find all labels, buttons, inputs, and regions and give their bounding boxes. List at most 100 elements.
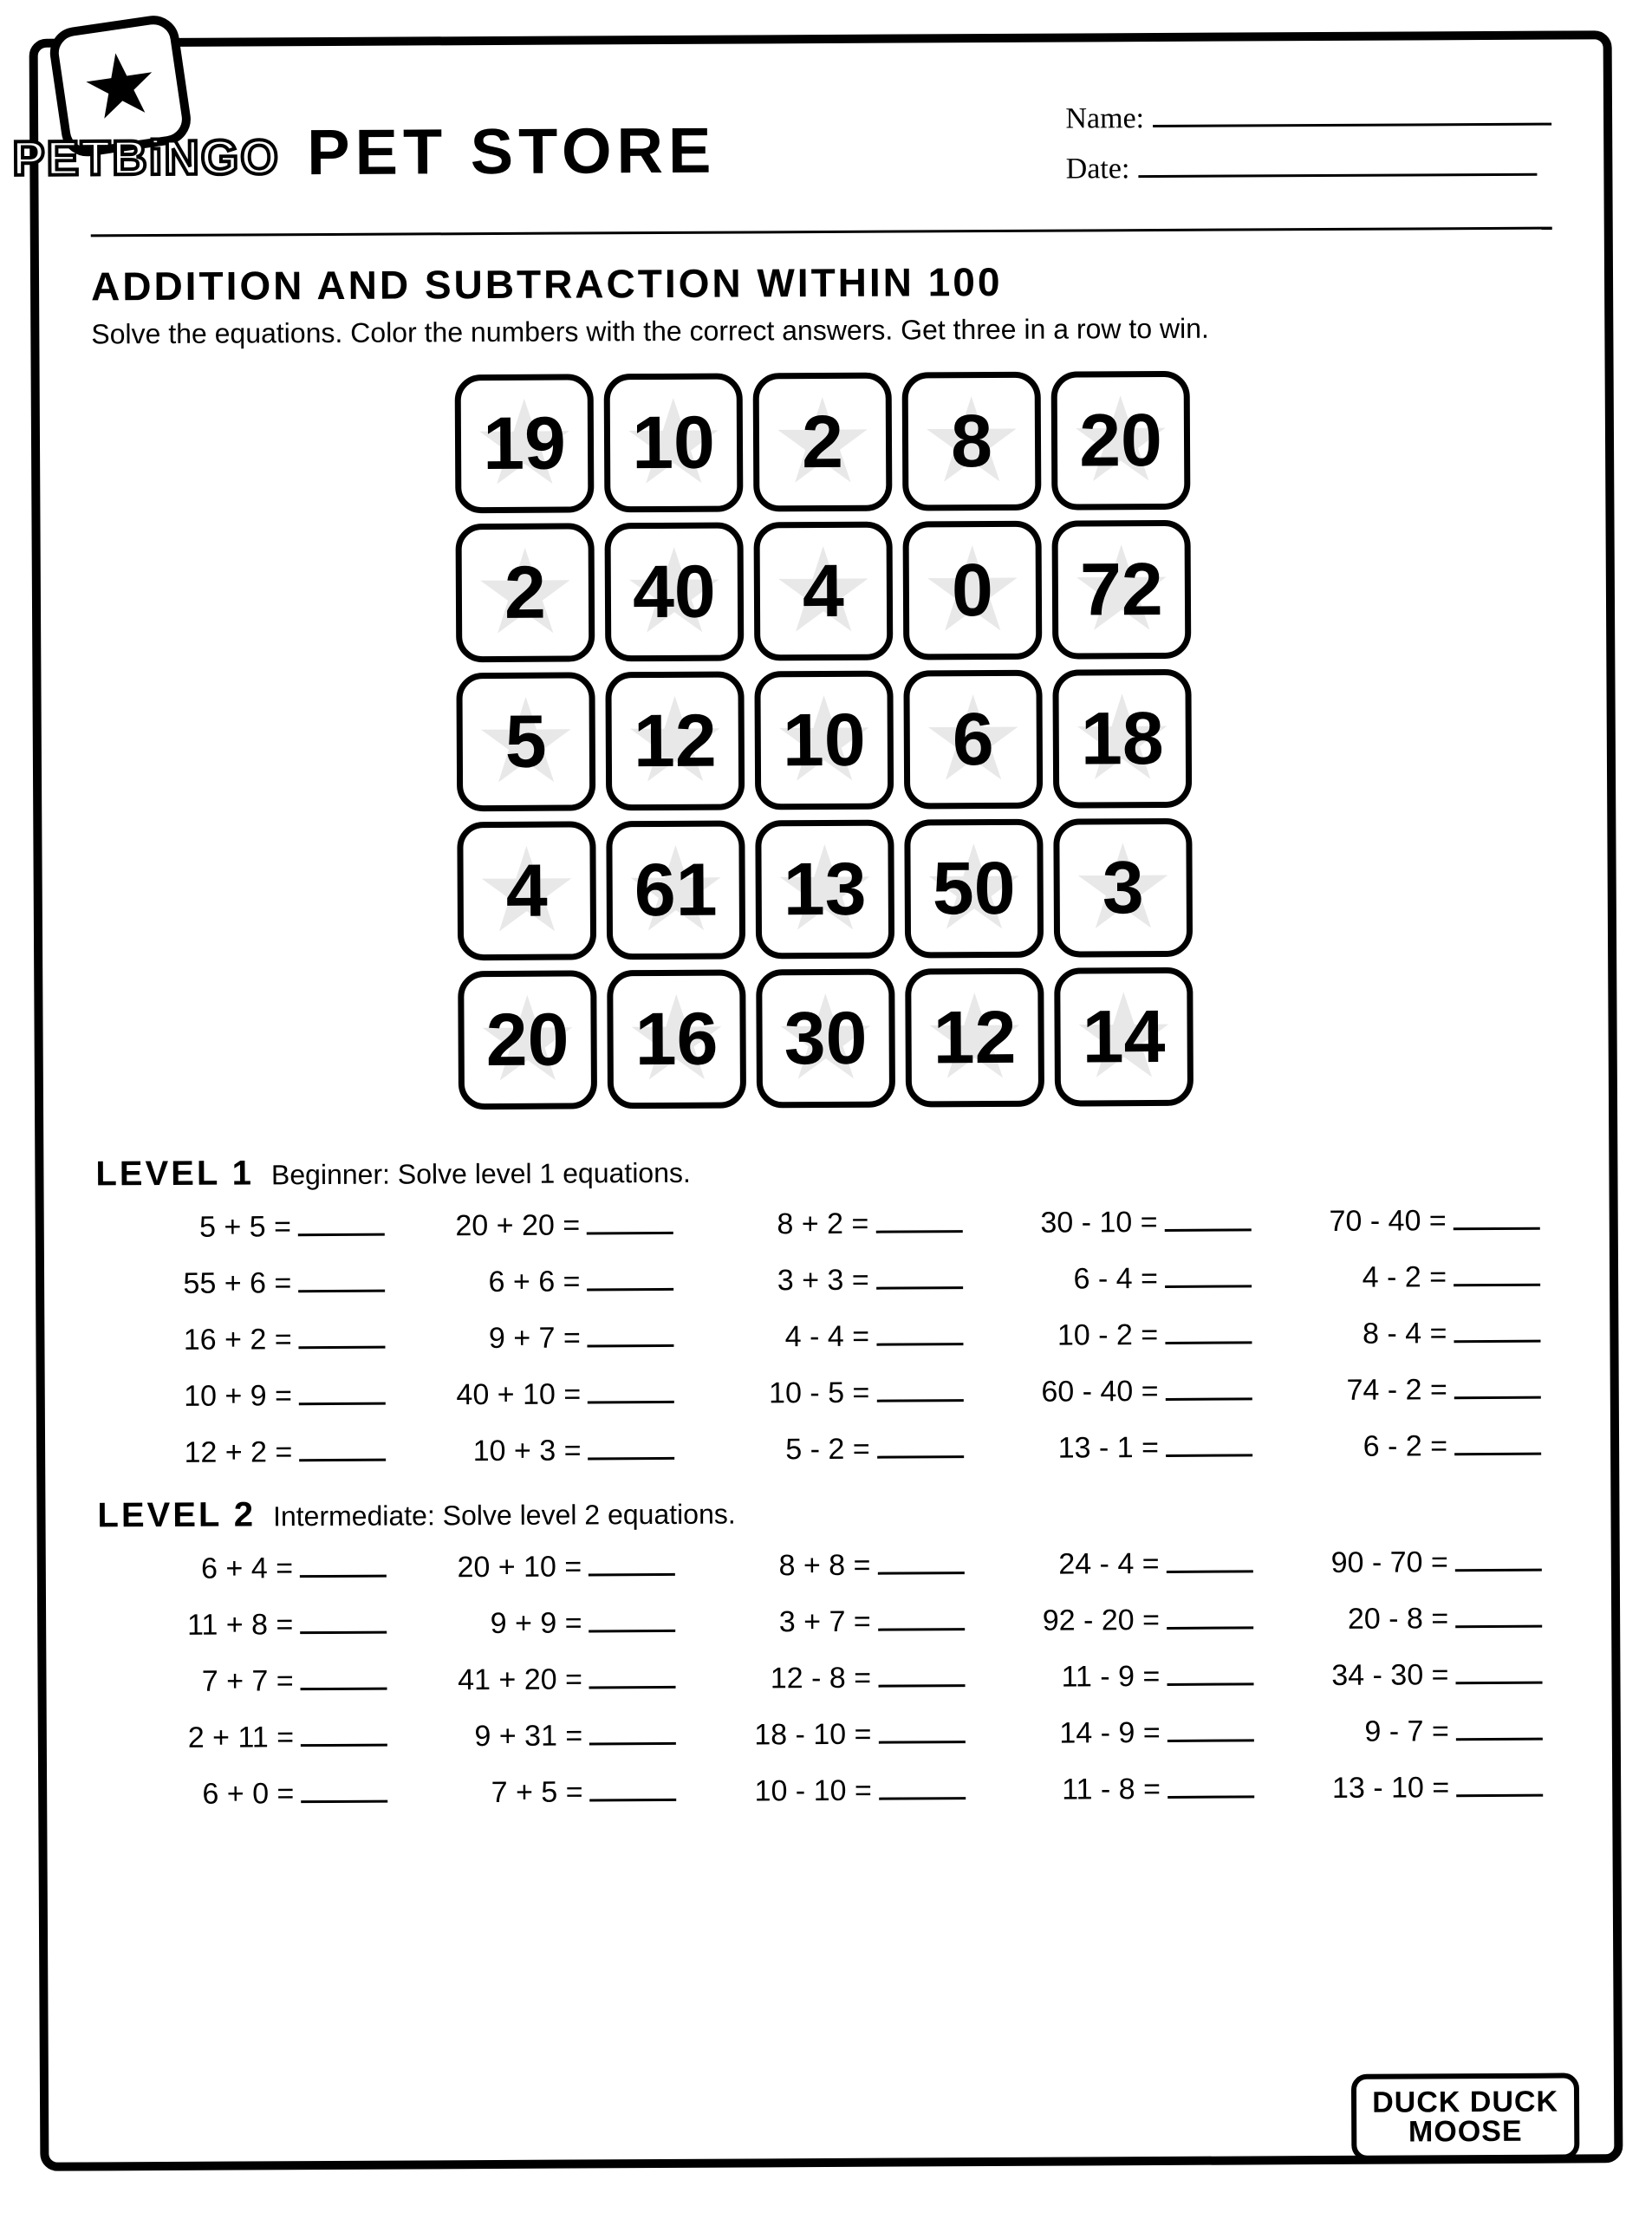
answer-blank[interactable] xyxy=(1167,1795,1254,1799)
equation-text: 9 + 9 = xyxy=(491,1606,582,1641)
answer-blank[interactable] xyxy=(589,1742,676,1746)
answer-blank[interactable] xyxy=(1165,1228,1252,1232)
answer-blank[interactable] xyxy=(1454,1453,1541,1456)
bingo-cell[interactable]: 18 xyxy=(1052,669,1192,809)
answer-blank[interactable] xyxy=(1454,1396,1541,1400)
answer-blank[interactable] xyxy=(877,1572,964,1575)
answer-blank[interactable] xyxy=(1456,1794,1543,1798)
bingo-cell[interactable]: 13 xyxy=(755,820,894,960)
date-input-line[interactable] xyxy=(1138,173,1537,178)
answer-blank[interactable] xyxy=(1167,1570,1253,1573)
bingo-cell[interactable]: 10 xyxy=(604,373,744,512)
answer-blank[interactable] xyxy=(879,1797,966,1800)
answer-blank[interactable] xyxy=(878,1628,965,1631)
level-header: LEVEL 2Intermediate: Solve level 2 equat… xyxy=(97,1489,1558,1536)
answer-blank[interactable] xyxy=(298,1233,385,1237)
answer-blank[interactable] xyxy=(876,1343,963,1346)
answer-blank[interactable] xyxy=(587,1232,673,1235)
answer-blank[interactable] xyxy=(1454,1227,1540,1231)
answer-blank[interactable] xyxy=(300,1575,387,1578)
bingo-cell[interactable]: 30 xyxy=(756,969,895,1109)
answer-blank[interactable] xyxy=(1456,1682,1543,1685)
equation: 11 - 8 = xyxy=(983,1772,1254,1807)
equation-text: 41 + 20 = xyxy=(458,1663,582,1697)
equation: 7 + 7 = xyxy=(115,1664,387,1700)
answer-blank[interactable] xyxy=(1165,1341,1252,1344)
equation-text: 74 - 2 = xyxy=(1346,1373,1447,1408)
logo-line2: BiNGO xyxy=(112,129,280,185)
bingo-cell[interactable]: 40 xyxy=(605,522,745,661)
answer-blank[interactable] xyxy=(1166,1454,1252,1457)
answer-blank[interactable] xyxy=(1455,1569,1542,1572)
answer-blank[interactable] xyxy=(876,1286,963,1290)
answer-blank[interactable] xyxy=(301,1744,387,1747)
answer-blank[interactable] xyxy=(1456,1738,1543,1741)
bingo-cell[interactable]: 0 xyxy=(903,521,1043,660)
equation: 18 - 10 = xyxy=(693,1717,965,1753)
answer-blank[interactable] xyxy=(1454,1284,1540,1287)
answer-blank[interactable] xyxy=(878,1741,965,1744)
bingo-cell[interactable]: 14 xyxy=(1054,967,1193,1107)
equation-text: 10 - 10 = xyxy=(755,1774,872,1809)
equation-text: 8 + 2 = xyxy=(777,1207,868,1242)
bingo-number: 20 xyxy=(1079,397,1162,483)
answer-blank[interactable] xyxy=(300,1631,387,1635)
bingo-cell[interactable]: 12 xyxy=(905,968,1044,1108)
bingo-cell[interactable]: 8 xyxy=(902,372,1042,511)
answer-blank[interactable] xyxy=(1165,1285,1252,1288)
answer-blank[interactable] xyxy=(877,1455,964,1459)
answer-blank[interactable] xyxy=(878,1684,965,1688)
answer-blank[interactable] xyxy=(875,1230,962,1233)
answer-blank[interactable] xyxy=(299,1459,386,1462)
answer-blank[interactable] xyxy=(298,1290,385,1293)
bingo-cell[interactable]: 4 xyxy=(754,522,894,661)
answer-blank[interactable] xyxy=(1167,1682,1253,1686)
bingo-cell[interactable]: 2 xyxy=(753,373,893,512)
answer-blank[interactable] xyxy=(1166,1397,1252,1401)
equation: 24 - 4 = xyxy=(981,1546,1252,1582)
bingo-cell[interactable]: 12 xyxy=(605,671,745,810)
bingo-cell[interactable]: 72 xyxy=(1051,520,1191,660)
footer-line2: MOOSE xyxy=(1372,2117,1558,2147)
answer-blank[interactable] xyxy=(588,1401,674,1404)
answer-blank[interactable] xyxy=(299,1346,386,1350)
level-desc: Beginner: Solve level 1 equations. xyxy=(271,1157,691,1192)
name-input-line[interactable] xyxy=(1153,123,1551,127)
answer-blank[interactable] xyxy=(589,1457,675,1461)
equation-text: 92 - 20 = xyxy=(1043,1604,1160,1638)
bingo-cell[interactable]: 5 xyxy=(456,672,595,811)
bingo-cell[interactable]: 3 xyxy=(1053,818,1193,958)
answer-blank[interactable] xyxy=(1167,1626,1253,1630)
bingo-cell[interactable]: 10 xyxy=(754,671,894,810)
answer-blank[interactable] xyxy=(299,1402,386,1406)
bingo-number: 16 xyxy=(635,996,719,1082)
answer-blank[interactable] xyxy=(1455,1625,1542,1629)
equation-text: 3 + 3 = xyxy=(777,1264,869,1298)
answer-blank[interactable] xyxy=(590,1799,677,1802)
bingo-cell[interactable]: 19 xyxy=(455,374,595,513)
answer-blank[interactable] xyxy=(1454,1340,1540,1344)
bingo-board: 1910282024040725121061846113503201630121… xyxy=(92,369,1557,1112)
bingo-cell[interactable]: 6 xyxy=(903,670,1043,810)
equation-text: 7 + 5 = xyxy=(491,1775,583,1810)
equation: 4 - 2 = xyxy=(1269,1260,1540,1296)
equation: 74 - 2 = xyxy=(1269,1373,1540,1409)
answer-blank[interactable] xyxy=(876,1399,963,1402)
answer-blank[interactable] xyxy=(589,1686,676,1689)
answer-blank[interactable] xyxy=(301,1800,387,1804)
answer-blank[interactable] xyxy=(589,1630,676,1633)
bingo-cell[interactable]: 20 xyxy=(458,970,597,1110)
answer-blank[interactable] xyxy=(588,1344,674,1348)
equation: 6 + 0 = xyxy=(116,1777,387,1812)
bingo-cell[interactable]: 2 xyxy=(456,523,595,662)
answer-blank[interactable] xyxy=(1167,1739,1254,1742)
answer-blank[interactable] xyxy=(589,1573,675,1577)
bingo-cell[interactable]: 20 xyxy=(1051,371,1191,511)
bingo-cell[interactable]: 16 xyxy=(607,969,746,1109)
bingo-cell[interactable]: 4 xyxy=(457,821,596,960)
bingo-cell[interactable]: 61 xyxy=(606,820,745,960)
equation-text: 34 - 30 = xyxy=(1331,1658,1448,1693)
bingo-cell[interactable]: 50 xyxy=(904,819,1044,959)
answer-blank[interactable] xyxy=(588,1288,674,1292)
answer-blank[interactable] xyxy=(301,1688,387,1691)
